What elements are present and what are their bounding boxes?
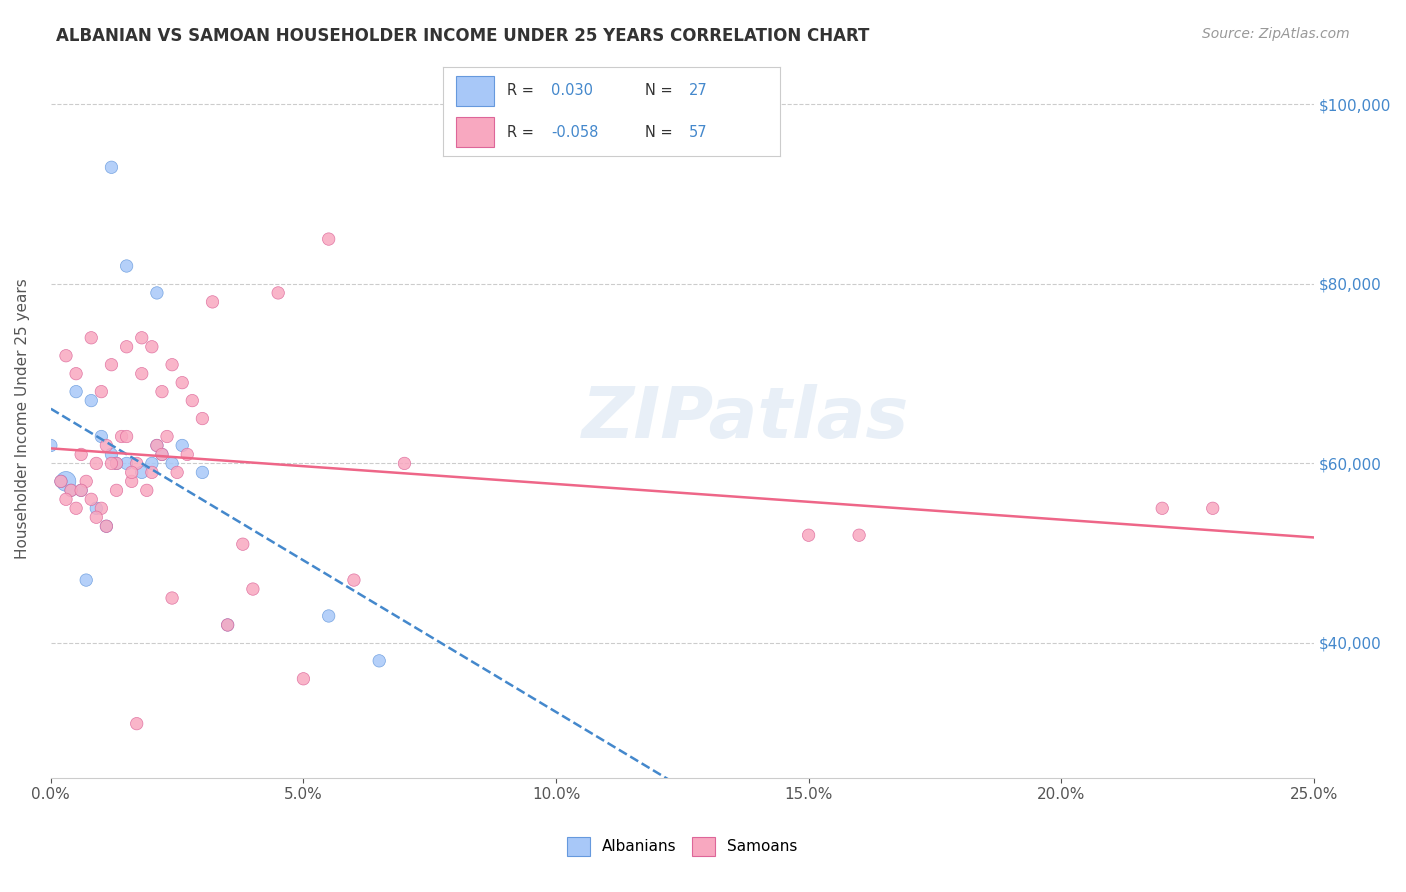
Point	[121, 475, 143, 489]
Point	[1202, 501, 1225, 516]
Point	[131, 466, 153, 480]
Point	[100, 161, 122, 175]
Point	[105, 457, 128, 471]
Point	[39, 438, 62, 452]
Text: 27: 27	[689, 84, 709, 98]
Point	[150, 447, 173, 461]
Point	[65, 384, 87, 399]
Point	[60, 483, 83, 498]
Text: 0.030: 0.030	[551, 84, 593, 98]
Point	[49, 475, 72, 489]
Point	[55, 349, 77, 363]
Point	[150, 384, 173, 399]
Point	[135, 483, 157, 498]
Point	[49, 475, 72, 489]
Point	[156, 429, 179, 443]
Point	[90, 384, 112, 399]
Point	[172, 438, 194, 452]
Text: ZIPatlas: ZIPatlas	[582, 384, 910, 453]
Point	[368, 654, 391, 668]
Point	[160, 457, 183, 471]
Bar	[457, 76, 494, 106]
Point	[797, 528, 820, 542]
Point	[105, 457, 128, 471]
Point	[80, 331, 103, 345]
Text: N =: N =	[645, 125, 678, 139]
Point	[848, 528, 870, 542]
Point	[115, 429, 138, 443]
Point	[115, 259, 138, 273]
Point	[84, 501, 107, 516]
Point	[121, 466, 143, 480]
Text: ALBANIAN VS SAMOAN HOUSEHOLDER INCOME UNDER 25 YEARS CORRELATION CHART: ALBANIAN VS SAMOAN HOUSEHOLDER INCOME UN…	[56, 27, 870, 45]
Point	[201, 294, 224, 309]
Point	[70, 483, 93, 498]
Point	[90, 501, 112, 516]
Point	[96, 519, 118, 533]
Point	[131, 367, 153, 381]
Bar	[457, 117, 494, 147]
Point	[318, 609, 340, 624]
Text: Source: ZipAtlas.com: Source: ZipAtlas.com	[1202, 27, 1350, 41]
Point	[125, 457, 148, 471]
Legend: Albanians, Samoans: Albanians, Samoans	[560, 830, 806, 863]
Point	[90, 429, 112, 443]
Text: N =: N =	[645, 84, 678, 98]
Point	[217, 618, 239, 632]
Point	[55, 492, 77, 507]
Point	[146, 285, 169, 300]
Point	[100, 447, 122, 461]
Point	[84, 457, 107, 471]
Point	[75, 475, 97, 489]
Point	[1152, 501, 1174, 516]
Point	[232, 537, 254, 551]
Point	[105, 483, 128, 498]
Point	[115, 457, 138, 471]
Point	[100, 358, 122, 372]
Point	[141, 466, 163, 480]
Point	[80, 492, 103, 507]
Point	[96, 438, 118, 452]
Point	[70, 483, 93, 498]
Point	[150, 447, 173, 461]
Point	[172, 376, 194, 390]
Text: R =: R =	[508, 84, 538, 98]
Point	[394, 457, 416, 471]
Point	[267, 285, 290, 300]
Point	[217, 618, 239, 632]
Point	[60, 483, 83, 498]
Point	[96, 519, 118, 533]
Point	[141, 340, 163, 354]
Point	[160, 358, 183, 372]
Point	[55, 475, 77, 489]
Point	[318, 232, 340, 246]
Point	[141, 457, 163, 471]
Text: 57: 57	[689, 125, 707, 139]
Point	[146, 438, 169, 452]
Point	[70, 447, 93, 461]
Point	[115, 340, 138, 354]
Y-axis label: Householder Income Under 25 years: Householder Income Under 25 years	[15, 278, 30, 559]
Point	[100, 457, 122, 471]
Point	[292, 672, 315, 686]
Point	[65, 501, 87, 516]
Point	[191, 411, 214, 425]
Point	[176, 447, 198, 461]
Point	[181, 393, 204, 408]
Point	[80, 393, 103, 408]
Point	[131, 331, 153, 345]
Point	[110, 429, 132, 443]
Point	[160, 591, 183, 605]
Point	[75, 573, 97, 587]
Point	[242, 582, 264, 596]
Point	[65, 367, 87, 381]
Point	[146, 438, 169, 452]
Point	[84, 510, 107, 524]
Point	[166, 466, 188, 480]
Text: -0.058: -0.058	[551, 125, 598, 139]
Point	[125, 716, 148, 731]
Text: R =: R =	[508, 125, 538, 139]
Point	[343, 573, 366, 587]
Point	[191, 466, 214, 480]
